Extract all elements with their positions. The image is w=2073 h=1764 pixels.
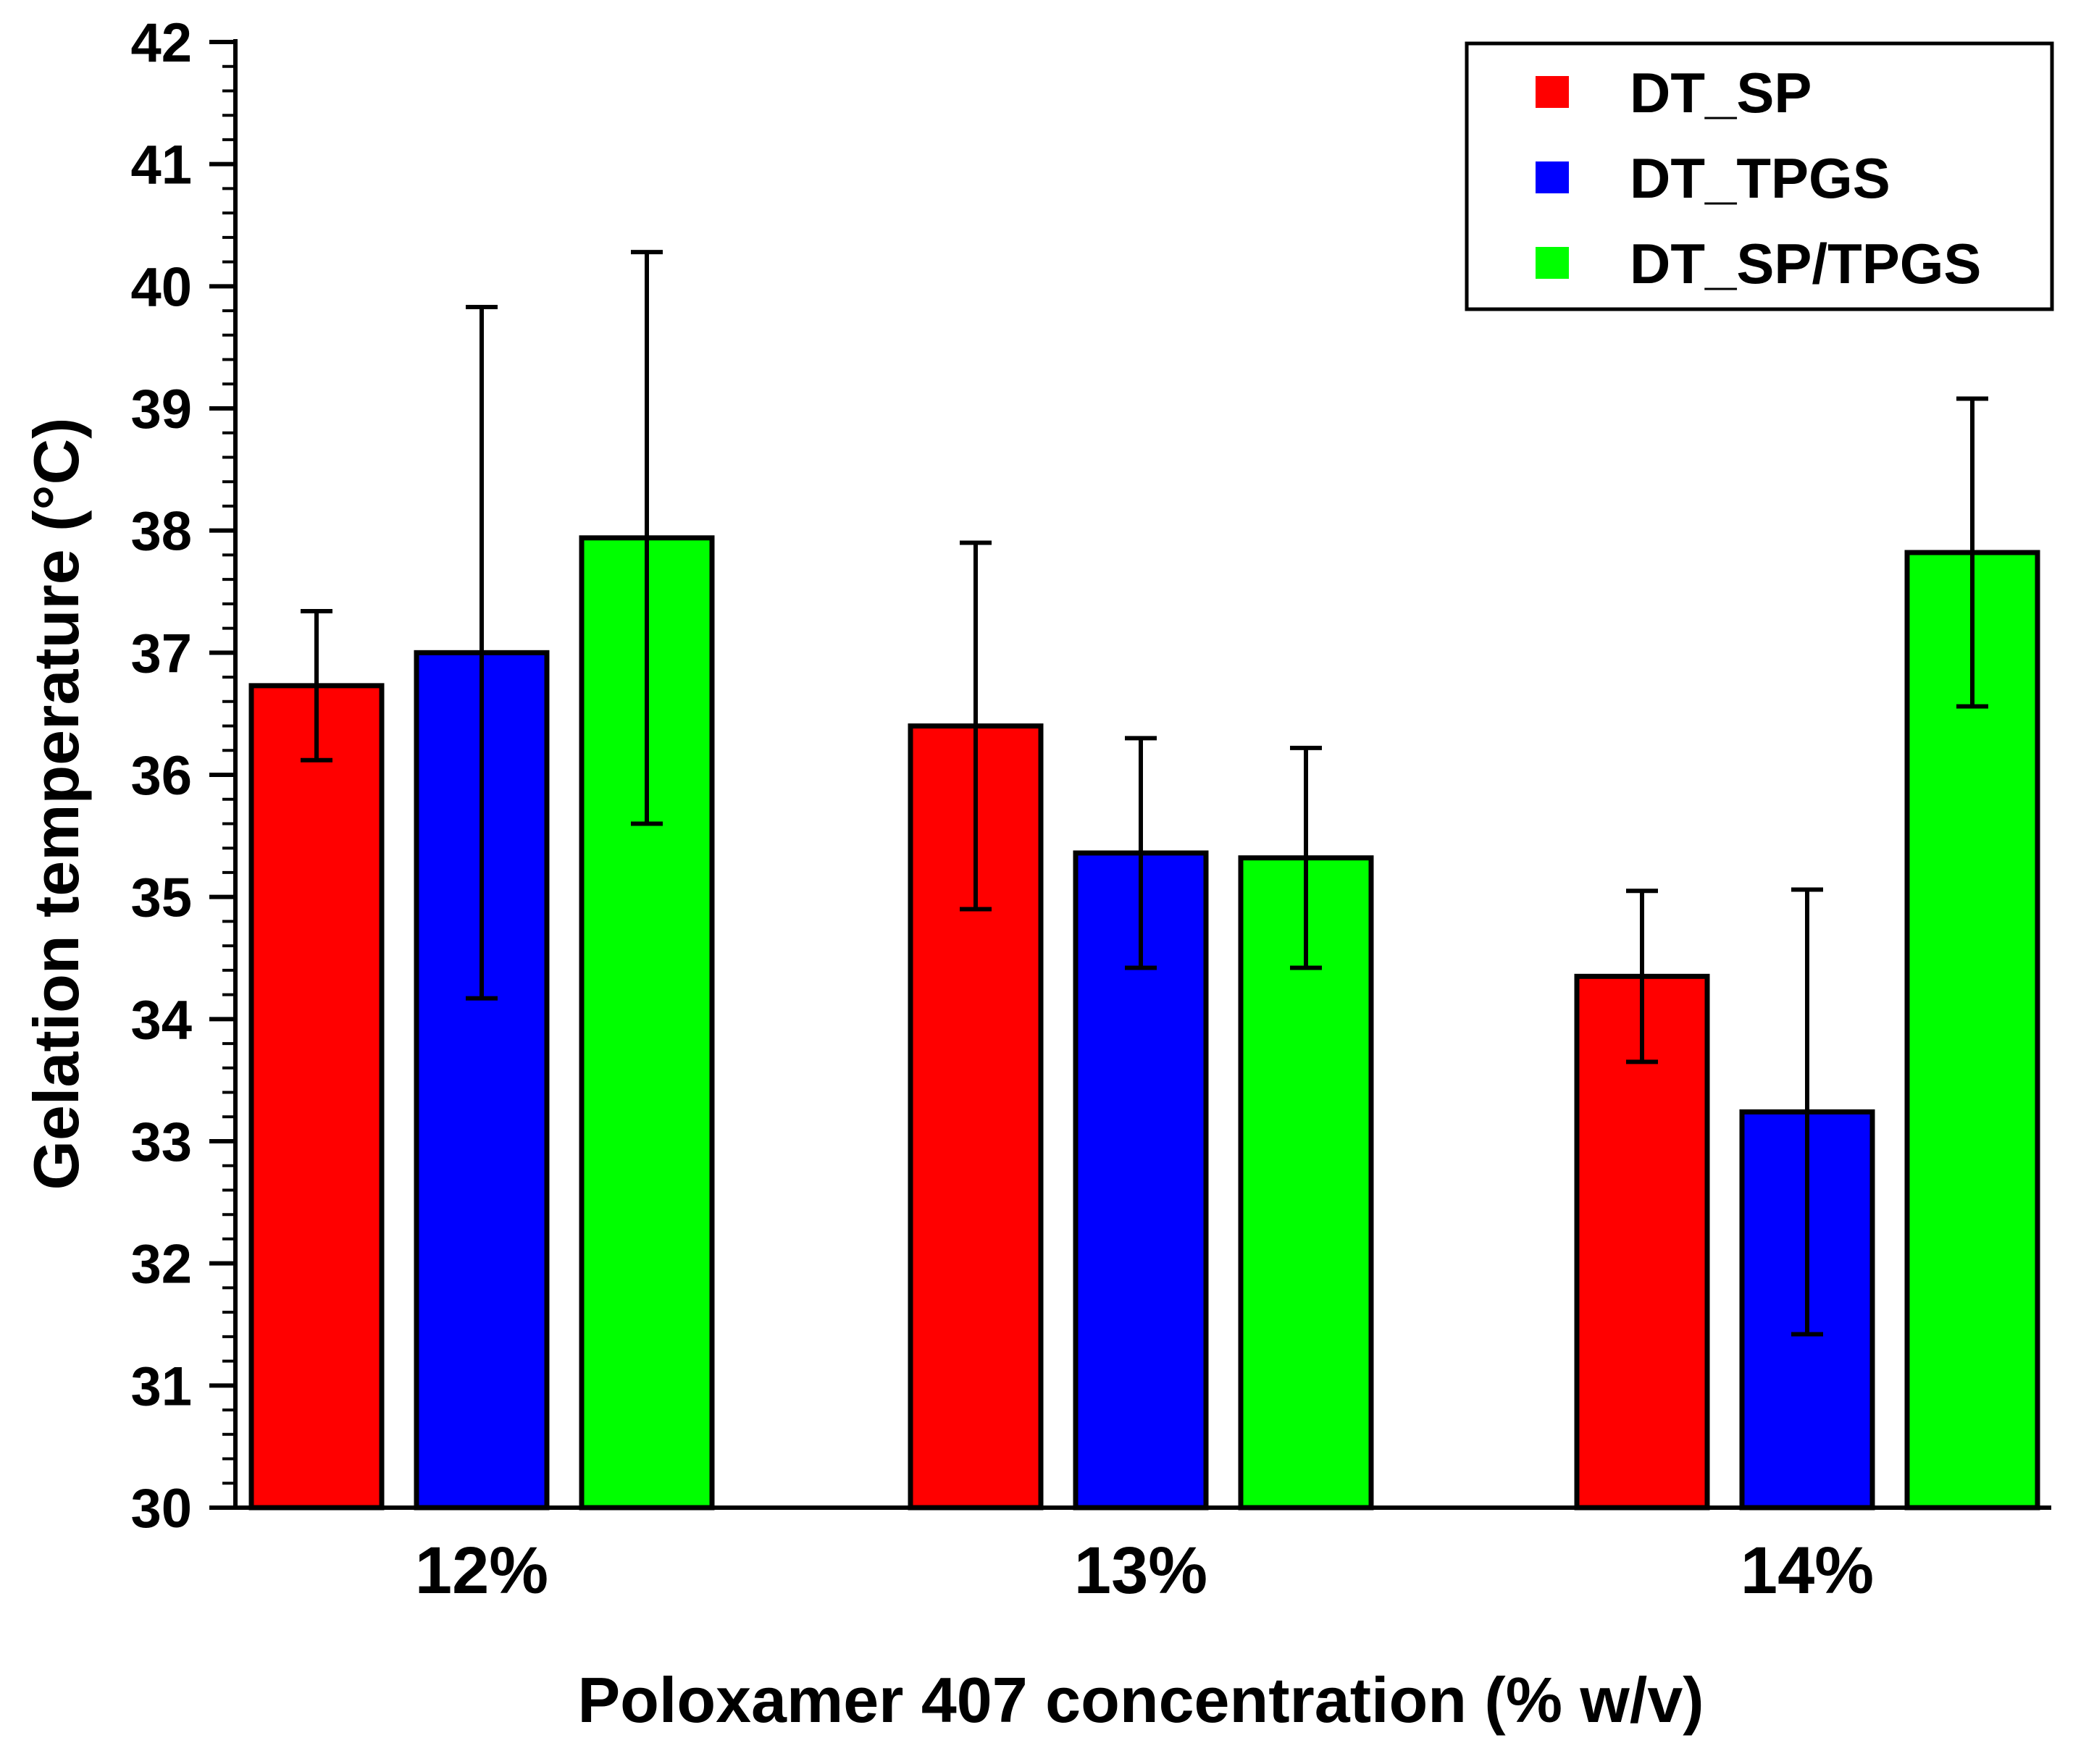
error-bar <box>301 608 332 763</box>
legend: DT_SP DT_TPGS DT_SP/TPGS <box>1465 41 2054 311</box>
bar-dt-sp-3 <box>1574 973 1710 1511</box>
legend-label: DT_TPGS <box>1630 146 1890 210</box>
y-tick-label: 41 <box>130 135 192 196</box>
bar-dt-sp-1 <box>248 683 385 1511</box>
y-tick-label: 34 <box>130 989 192 1051</box>
y-tick-label: 35 <box>130 868 192 929</box>
axes-layer: 30 31 32 33 34 35 36 37 38 39 40 41 42 12% 13% 14% <box>130 12 2051 1608</box>
x-category-label: 14% <box>1741 1534 1874 1608</box>
x-axis-title: Poloxamer 407 concentration (% w/v) <box>577 1664 1704 1736</box>
error-bar <box>1956 396 1988 709</box>
bars-layer <box>248 535 2040 1511</box>
error-bar <box>1626 889 1658 1064</box>
y-tick-label: 30 <box>130 1478 192 1540</box>
error-bars-layer <box>301 250 1988 1337</box>
y-tick-label: 42 <box>130 12 192 74</box>
legend-label: DT_SP <box>1630 61 1812 125</box>
y-tick-label: 37 <box>130 623 192 684</box>
x-category-label: 13% <box>1074 1534 1207 1608</box>
error-bar <box>631 250 663 826</box>
error-bar <box>466 305 498 1001</box>
bar-dt-sp-tpgs-3 <box>1904 550 2040 1511</box>
y-axis-title: Gelation temperature (°C) <box>20 418 92 1190</box>
y-tick-label: 33 <box>130 1112 192 1173</box>
y-tick-label: 39 <box>130 379 192 440</box>
error-bar <box>1290 745 1322 970</box>
bar-dt-tpgs-2 <box>1073 850 1209 1511</box>
legend-swatch <box>1536 161 1569 193</box>
y-tick-label: 40 <box>130 256 192 318</box>
error-bar <box>960 540 992 912</box>
error-bar <box>1791 887 1823 1337</box>
y-tick-label: 38 <box>130 501 192 563</box>
legend-label: DT_SP/TPGS <box>1630 232 1981 295</box>
legend-swatch <box>1536 76 1569 108</box>
legend-swatch <box>1536 247 1569 279</box>
y-tick-label: 32 <box>130 1234 192 1295</box>
x-category-label: 12% <box>415 1534 548 1608</box>
error-bar <box>1125 736 1157 970</box>
y-tick-label: 31 <box>130 1356 192 1417</box>
y-tick-label: 36 <box>130 745 192 807</box>
